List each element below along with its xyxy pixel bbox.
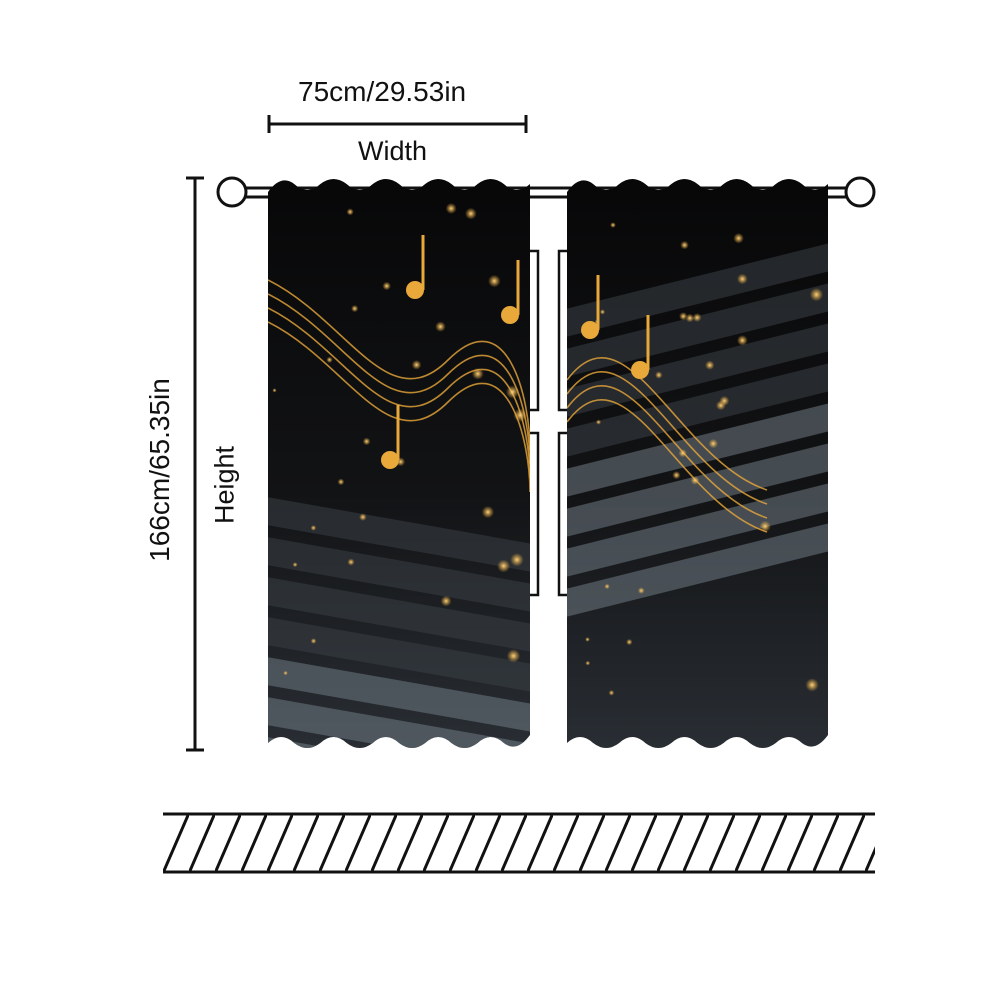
piano-key xyxy=(268,657,530,732)
bokeh-light xyxy=(608,689,615,696)
bokeh-light xyxy=(626,638,633,646)
gold-wave xyxy=(268,321,530,493)
piano-key xyxy=(268,497,530,572)
music-note-icon xyxy=(406,281,424,299)
bokeh-light xyxy=(595,419,602,425)
bokeh-light xyxy=(655,371,663,379)
music-note-icon xyxy=(501,306,519,324)
height-value: 166cm/65.35in xyxy=(144,378,175,562)
bokeh-light xyxy=(736,335,748,346)
piano-key xyxy=(268,537,530,612)
piano-key xyxy=(268,577,530,652)
bokeh-light xyxy=(351,304,359,313)
bokeh-light xyxy=(685,313,695,323)
bokeh-light xyxy=(737,273,748,285)
height-label: Height xyxy=(209,445,240,525)
piano-key xyxy=(567,523,828,617)
bokeh-light xyxy=(445,202,457,214)
panel-brackets xyxy=(530,249,567,597)
curtain-panel-left xyxy=(268,179,530,748)
bokeh-light xyxy=(411,360,422,370)
bokeh-light xyxy=(382,281,391,291)
width-dimension-line xyxy=(267,115,528,133)
bokeh-light xyxy=(680,240,689,250)
bokeh-light xyxy=(510,553,524,567)
bokeh-light xyxy=(506,649,521,663)
piano-key xyxy=(268,617,530,692)
music-note-icon xyxy=(631,361,649,379)
bokeh-light xyxy=(346,208,354,216)
bokeh-light xyxy=(310,638,317,644)
bokeh-light xyxy=(599,309,606,315)
bokeh-light xyxy=(497,559,511,573)
bokeh-light xyxy=(672,471,681,480)
bokeh-light xyxy=(337,478,345,486)
bokeh-light xyxy=(759,520,771,533)
bokeh-light xyxy=(292,562,298,568)
bokeh-light xyxy=(464,207,477,220)
bokeh-light xyxy=(362,437,371,446)
width-label: Width xyxy=(358,136,428,166)
music-note-icon xyxy=(381,451,399,469)
bokeh-light xyxy=(708,438,719,449)
bokeh-light xyxy=(692,313,702,323)
piano-key xyxy=(567,483,828,577)
piano-key xyxy=(567,403,828,497)
bokeh-light xyxy=(272,388,277,393)
piano-key xyxy=(268,737,530,748)
bokeh-light xyxy=(488,274,501,288)
width-value: 75cm/29.53in xyxy=(298,76,467,107)
piano-key xyxy=(268,697,530,748)
piano-key xyxy=(567,443,828,537)
bokeh-light xyxy=(585,637,590,642)
gold-wave xyxy=(567,385,768,519)
floor-hatch xyxy=(163,812,875,874)
gold-wave xyxy=(567,371,768,505)
height-dimension-line xyxy=(186,176,204,752)
bokeh-light xyxy=(513,408,527,422)
gold-wave xyxy=(268,293,530,465)
bokeh-light xyxy=(637,587,645,595)
bokeh-light xyxy=(585,660,591,666)
curtain-panel-right xyxy=(567,179,828,748)
piano-key xyxy=(567,363,828,457)
bokeh-light xyxy=(705,360,715,370)
bokeh-light xyxy=(678,448,687,458)
piano-key xyxy=(567,283,828,377)
bokeh-light xyxy=(809,287,824,302)
bokeh-light xyxy=(326,356,333,363)
bokeh-light xyxy=(719,395,730,406)
bokeh-light xyxy=(481,505,495,519)
gold-wave xyxy=(567,399,768,533)
bokeh-light xyxy=(679,312,688,321)
bokeh-light xyxy=(604,583,610,590)
gold-wave xyxy=(268,279,530,451)
gold-wave xyxy=(567,357,768,491)
bokeh-light xyxy=(805,678,819,692)
music-note-icon xyxy=(581,321,599,339)
piano-key xyxy=(567,323,828,417)
bokeh-light xyxy=(471,367,484,380)
bokeh-light xyxy=(283,670,288,676)
bokeh-light xyxy=(310,525,317,531)
bokeh-light xyxy=(505,385,520,399)
bokeh-light xyxy=(733,233,744,244)
bokeh-light xyxy=(347,558,355,566)
piano-key xyxy=(567,243,828,337)
bokeh-light xyxy=(359,513,367,521)
bokeh-light xyxy=(435,321,446,332)
bokeh-light xyxy=(690,475,700,485)
bokeh-light xyxy=(610,222,616,228)
bokeh-light xyxy=(440,595,452,607)
